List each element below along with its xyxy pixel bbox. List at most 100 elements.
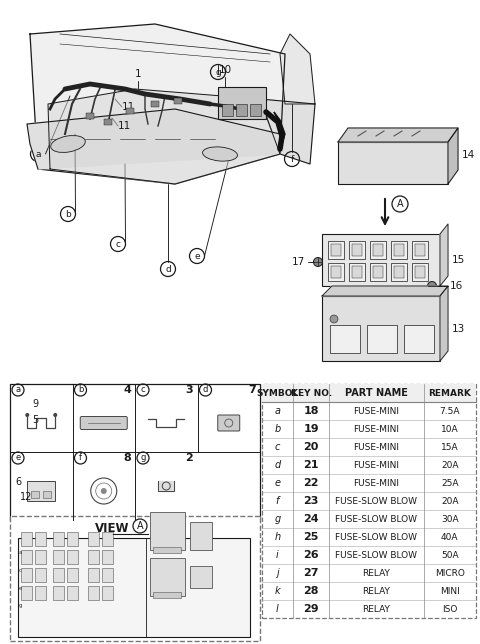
Text: 50A: 50A	[441, 551, 458, 560]
Polygon shape	[280, 34, 315, 104]
Bar	[53, 532, 64, 546]
Bar	[349, 241, 365, 259]
Bar	[330, 325, 360, 353]
Text: c: c	[116, 240, 120, 249]
Text: 11: 11	[118, 121, 131, 131]
Text: RELAY: RELAY	[362, 569, 390, 578]
Text: FUSE-MINI: FUSE-MINI	[353, 424, 399, 433]
Circle shape	[330, 315, 338, 323]
Polygon shape	[158, 481, 174, 491]
Polygon shape	[48, 89, 280, 184]
Text: REMARK: REMARK	[428, 388, 471, 397]
Text: 16: 16	[450, 281, 463, 291]
Bar	[331, 244, 341, 256]
Text: d: d	[165, 265, 171, 274]
Bar	[126, 108, 134, 114]
Circle shape	[53, 413, 57, 417]
Text: 27: 27	[303, 568, 319, 578]
Polygon shape	[260, 99, 315, 164]
Text: a: a	[19, 549, 23, 554]
Text: 17: 17	[292, 257, 305, 267]
Text: b: b	[78, 386, 83, 395]
Text: ISO: ISO	[442, 605, 457, 614]
Bar	[10, 516, 260, 641]
Text: FUSE-SLOW BLOW: FUSE-SLOW BLOW	[336, 497, 418, 506]
Text: e: e	[15, 453, 21, 462]
Text: FUSE-MINI: FUSE-MINI	[353, 460, 399, 469]
Polygon shape	[322, 286, 448, 296]
Text: 7: 7	[248, 385, 256, 395]
Bar	[53, 550, 64, 564]
Text: 23: 23	[303, 496, 319, 506]
Text: 4: 4	[123, 385, 131, 395]
Bar	[391, 263, 407, 281]
Text: 20A: 20A	[441, 497, 458, 506]
Bar	[394, 266, 404, 278]
Text: f: f	[276, 496, 279, 506]
Bar	[35, 550, 46, 564]
Text: 1: 1	[135, 69, 141, 79]
Bar	[21, 568, 32, 582]
Text: g: g	[215, 68, 221, 77]
Text: b: b	[275, 424, 281, 434]
Bar	[412, 241, 428, 259]
Text: b: b	[65, 209, 71, 218]
Bar	[415, 244, 425, 256]
Text: 20: 20	[303, 442, 319, 452]
Bar	[373, 266, 383, 278]
Text: 6: 6	[15, 477, 21, 487]
Text: MICRO: MICRO	[435, 569, 465, 578]
Bar	[10, 384, 260, 520]
Text: FUSE-MINI: FUSE-MINI	[353, 478, 399, 488]
Text: f: f	[290, 155, 294, 164]
Text: 7.5A: 7.5A	[440, 406, 460, 415]
Bar	[394, 244, 404, 256]
Text: 10: 10	[218, 65, 231, 75]
Bar	[190, 566, 212, 588]
Bar	[151, 101, 159, 107]
Text: j: j	[276, 568, 279, 578]
Bar	[404, 325, 434, 353]
Ellipse shape	[51, 135, 85, 153]
Text: 11: 11	[122, 102, 135, 112]
Text: 19: 19	[303, 424, 319, 434]
Text: a: a	[35, 149, 41, 158]
Bar	[102, 568, 113, 582]
Bar	[349, 263, 365, 281]
Text: i: i	[276, 550, 279, 560]
Bar	[86, 113, 94, 119]
Text: 8: 8	[123, 453, 131, 463]
Bar	[338, 142, 448, 184]
Bar	[262, 384, 476, 618]
Bar	[102, 532, 113, 546]
Bar	[53, 568, 64, 582]
Text: FUSE-MINI: FUSE-MINI	[353, 442, 399, 451]
Text: 24: 24	[303, 514, 319, 524]
Ellipse shape	[203, 147, 238, 161]
Bar	[67, 550, 78, 564]
Bar	[67, 568, 78, 582]
Text: a: a	[275, 406, 280, 416]
Circle shape	[25, 413, 29, 417]
Bar	[190, 522, 212, 550]
Text: 20A: 20A	[441, 460, 458, 469]
Text: c: c	[19, 567, 22, 573]
Bar	[21, 532, 32, 546]
Bar	[150, 558, 185, 596]
Polygon shape	[30, 24, 285, 184]
Bar	[21, 550, 32, 564]
Text: A: A	[396, 199, 403, 209]
Bar	[262, 384, 476, 402]
Text: FUSE-SLOW BLOW: FUSE-SLOW BLOW	[336, 515, 418, 524]
Polygon shape	[27, 109, 280, 169]
Text: 10A: 10A	[441, 424, 458, 433]
Text: 15A: 15A	[441, 442, 458, 451]
FancyBboxPatch shape	[80, 417, 127, 430]
Text: 14: 14	[462, 150, 475, 160]
Bar	[367, 325, 397, 353]
Bar	[88, 550, 99, 564]
Polygon shape	[440, 286, 448, 361]
Bar	[21, 586, 32, 600]
Bar	[250, 104, 261, 116]
Text: 9: 9	[32, 399, 38, 409]
